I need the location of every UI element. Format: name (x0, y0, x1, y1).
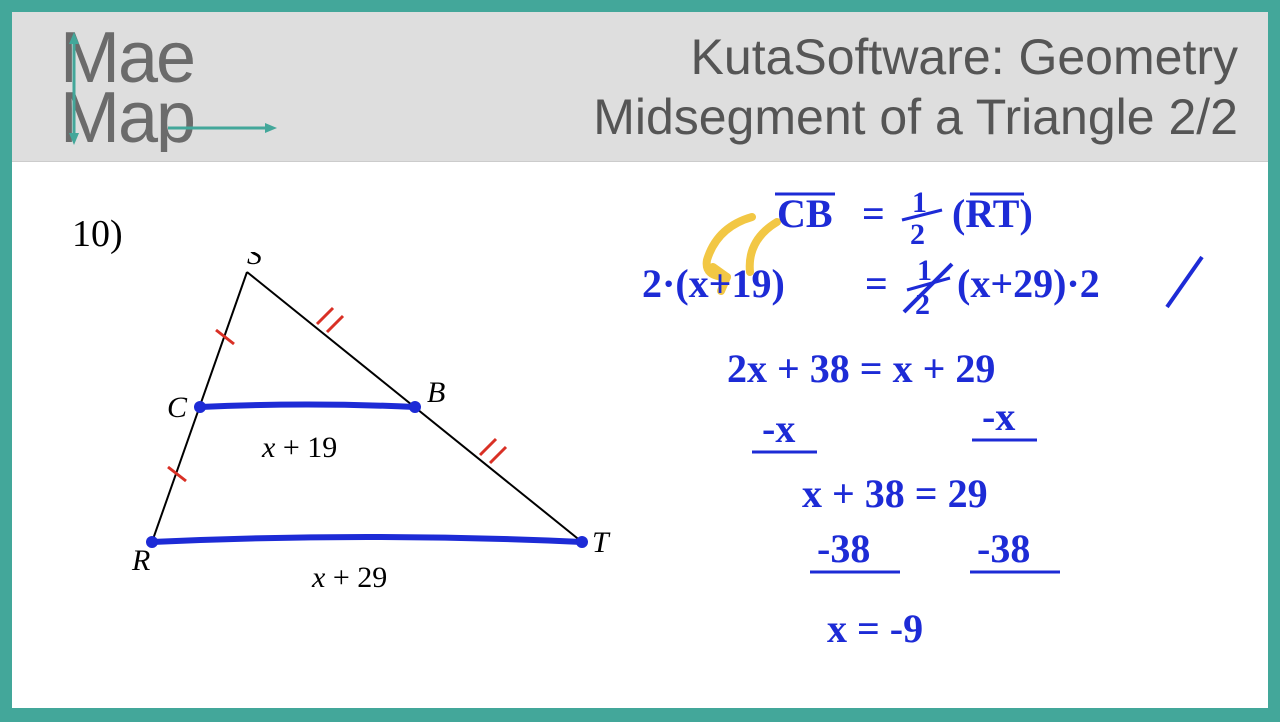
label-R: R (131, 544, 150, 577)
triangle-diagram: S R T C B x + 19 x + 29 (92, 252, 652, 592)
base-expr-rest: + 29 (325, 561, 387, 592)
document-frame: Mae Map KutaSoftware: Geometry Midsegmen… (12, 12, 1268, 708)
work-line-2: 2·(x+19) = 1 2 (x+29)·2 (642, 254, 1202, 321)
header-bar: Mae Map KutaSoftware: Geometry Midsegmen… (12, 12, 1268, 162)
svg-text:x + 29: x + 29 (311, 561, 387, 592)
point-T (576, 536, 588, 548)
logo-line2: Map (60, 78, 194, 152)
label-B: B (427, 376, 445, 409)
svg-text:=: = (862, 191, 885, 236)
svg-text:(x+29)·2: (x+29)·2 (957, 261, 1100, 306)
label-T: T (592, 526, 611, 559)
title-line1: KutaSoftware: Geometry (332, 27, 1238, 87)
tick-BT-2 (490, 447, 506, 463)
svg-text:-x: -x (762, 406, 795, 451)
svg-text:=: = (865, 261, 888, 306)
svg-text:2·(x+19): 2·(x+19) (642, 261, 785, 306)
logo-area: Mae Map (12, 12, 332, 161)
svg-text:Map: Map (60, 78, 194, 152)
base-RT (152, 537, 582, 542)
work-line-3: 2x + 38 = x + 29 (727, 346, 995, 391)
point-C (194, 401, 206, 413)
work-line-1: CB = 1 2 (RT) (775, 186, 1033, 251)
svg-text:1: 1 (917, 254, 932, 287)
problem-number: 10) (72, 212, 123, 256)
svg-text:(RT): (RT) (952, 191, 1033, 236)
label-C: C (167, 391, 188, 424)
title-line2: Midsegment of a Triangle 2/2 (332, 87, 1238, 147)
label-S: S (247, 252, 262, 271)
work-line-5: x + 38 = 29 (802, 471, 988, 516)
svg-text:-x: -x (982, 394, 1015, 439)
svg-text:CB: CB (777, 191, 833, 236)
tick-SB-1 (317, 308, 333, 324)
midseg-expr-rest: + 19 (275, 431, 337, 464)
svg-text:-38: -38 (817, 526, 870, 571)
work-line-7: x = -9 (827, 606, 923, 651)
svg-text:2: 2 (910, 218, 925, 251)
svg-text:x + 19: x + 19 (261, 431, 337, 464)
logo-svg: Mae Map (52, 22, 312, 152)
content-area: 10) S R T (12, 162, 1268, 708)
tick-BT-1 (480, 439, 496, 455)
handwritten-work: CB = 1 2 (RT) 2·(x+19) = 1 2 (x+29)·2 (632, 172, 1252, 722)
work-line-6: -38 -38 (810, 526, 1060, 572)
point-B (409, 401, 421, 413)
title-area: KutaSoftware: Geometry Midsegment of a T… (332, 27, 1268, 147)
svg-text:-38: -38 (977, 526, 1030, 571)
tick-SB-2 (327, 316, 343, 332)
work-line-4: -x -x (752, 394, 1037, 452)
midsegment-CB (200, 405, 415, 408)
